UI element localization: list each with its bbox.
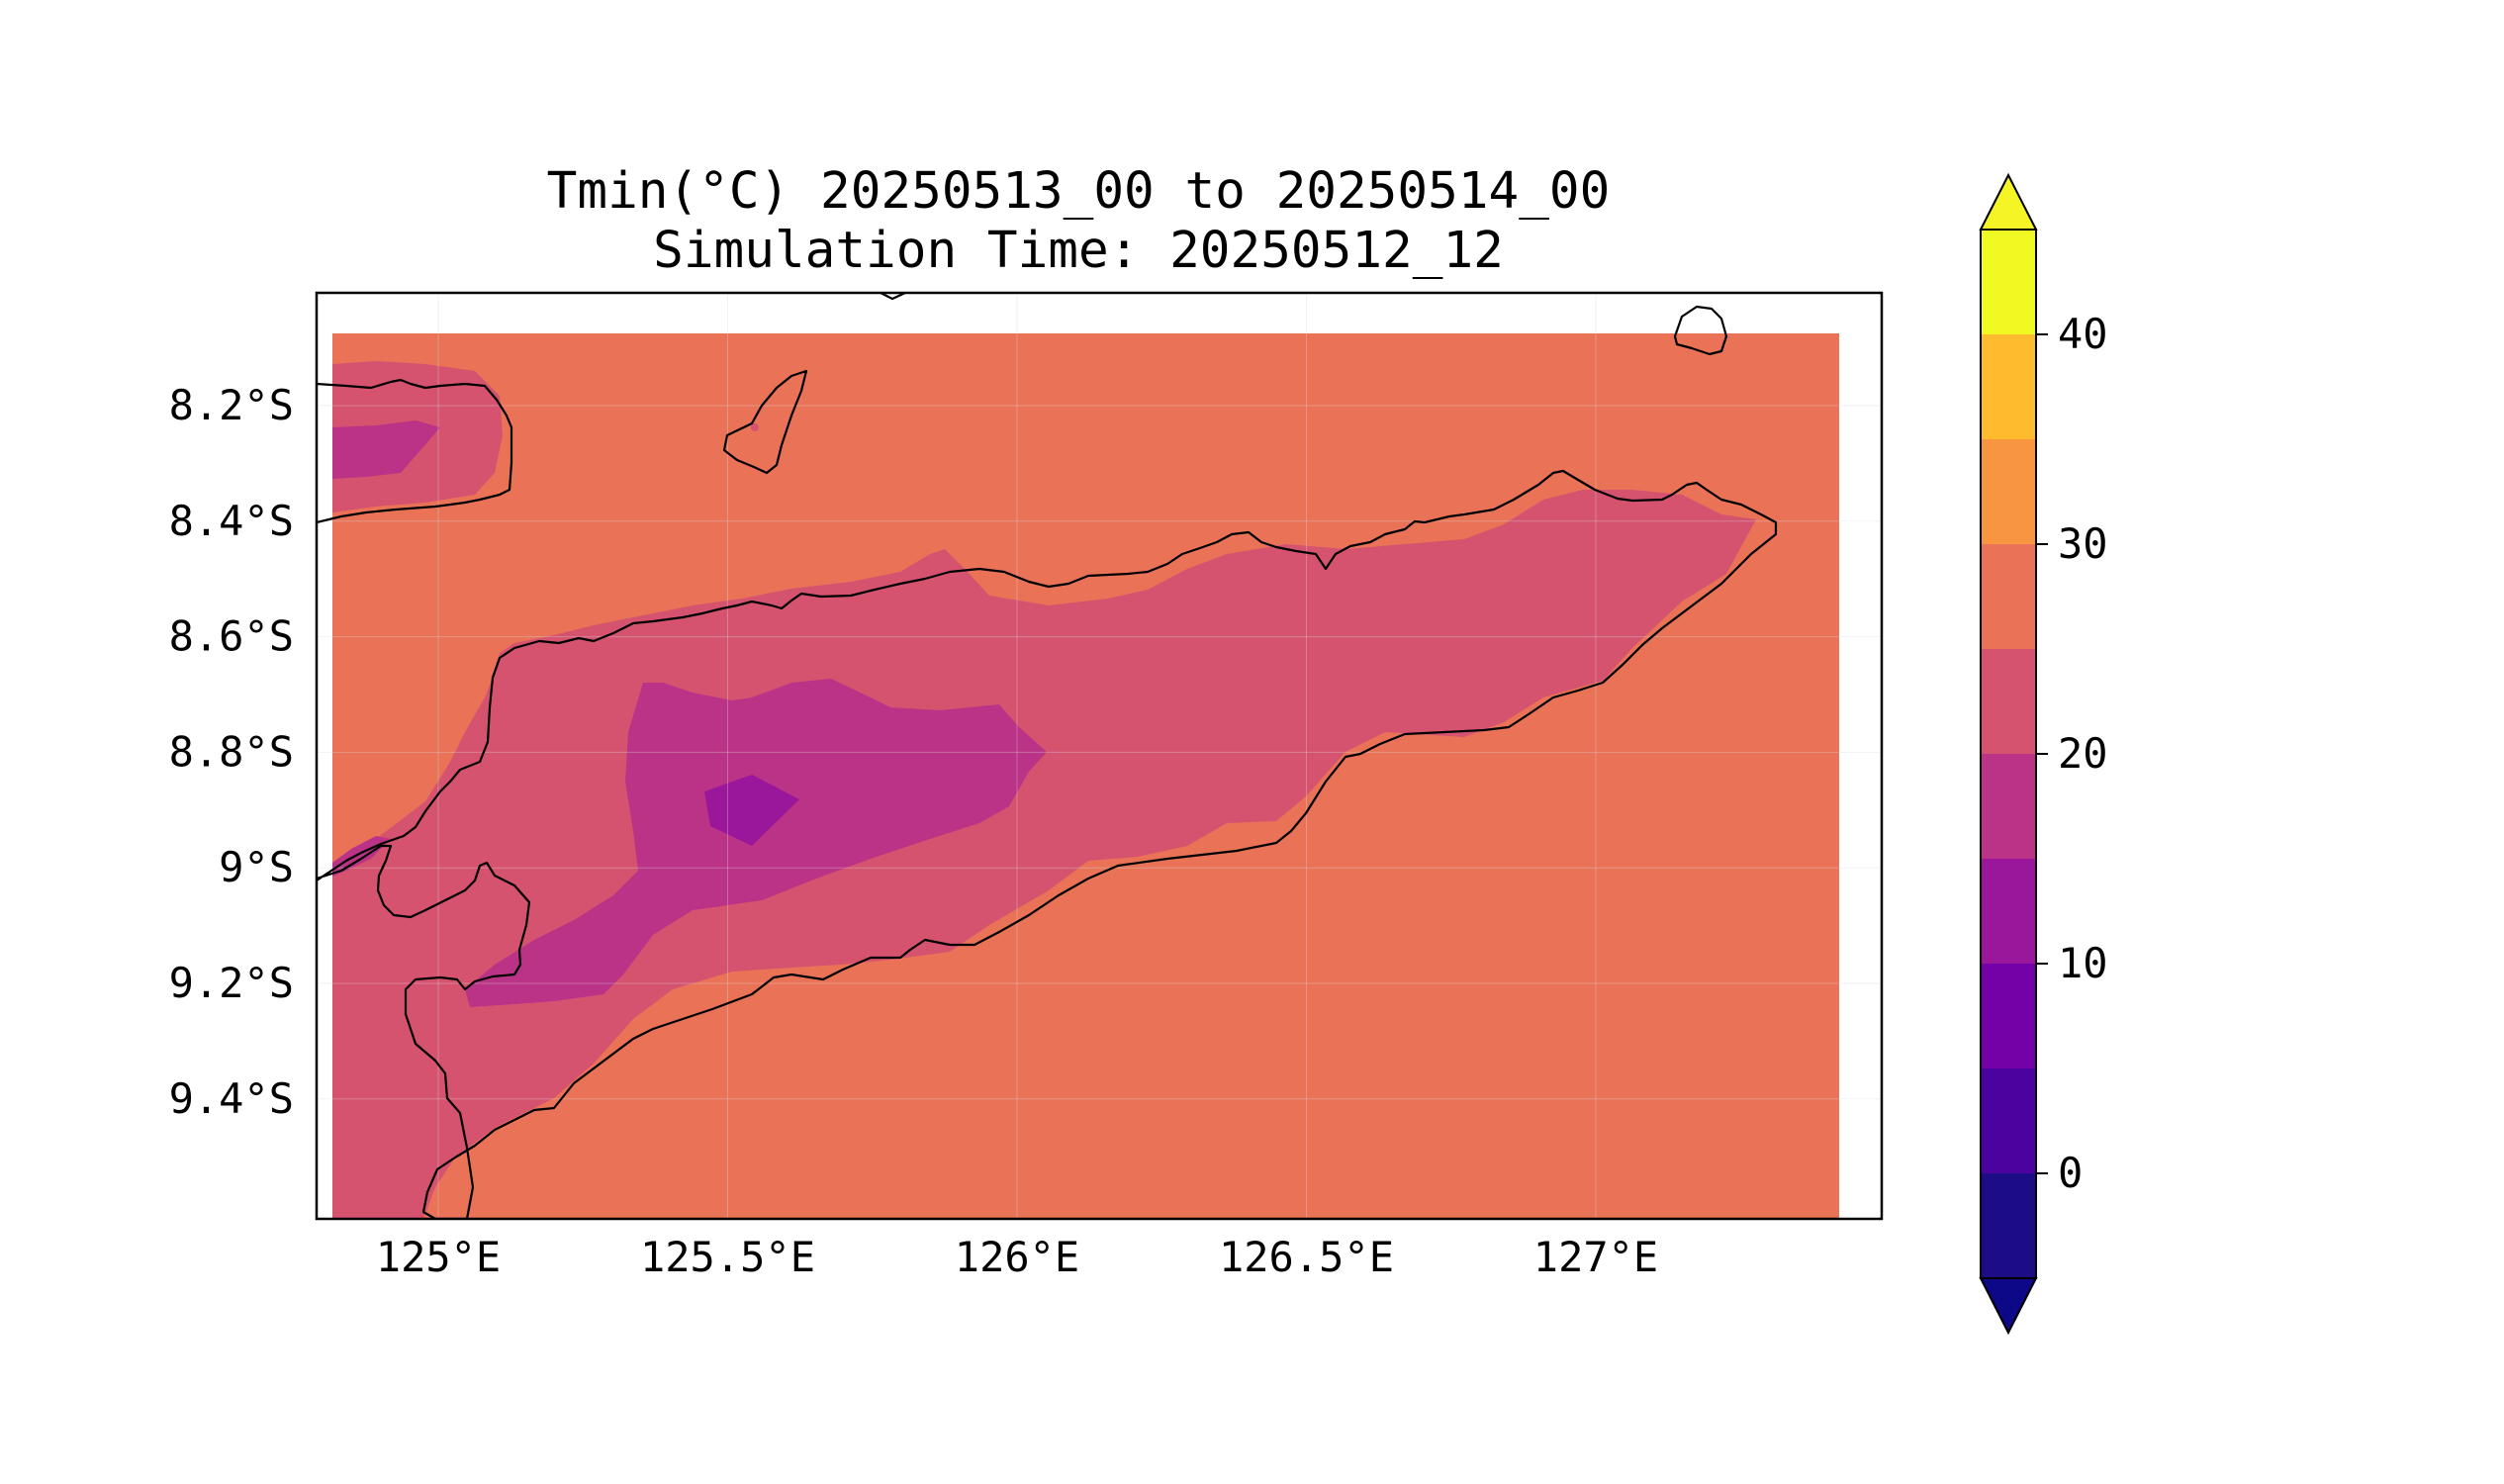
colorbar: 0 10 20 30 40	[1979, 172, 2108, 1336]
colorbar-extend-min	[1979, 1277, 2038, 1336]
colorbar-tick-label: 30	[2058, 519, 2108, 568]
y-tick-label: 9°S	[219, 843, 294, 891]
x-tick-label: 126.5°E	[1219, 1233, 1394, 1281]
x-tick-label: 127°E	[1533, 1233, 1658, 1281]
x-tick-label: 126°E	[955, 1233, 1079, 1281]
coastline-top-fragment	[880, 293, 906, 301]
colorbar-segment	[1981, 1068, 2036, 1173]
colorbar-segment	[1981, 859, 2036, 964]
coastline-timor	[317, 469, 1778, 1219]
y-axis-ticks: 8.2°S 8.4°S 8.6°S 8.8°S 9°S 9.2°S 9.4°S	[169, 381, 294, 1123]
field-band-20-25	[332, 490, 1756, 1219]
colorbar-segment	[1981, 439, 2036, 544]
y-tick-label: 8.4°S	[169, 497, 294, 545]
y-tick-label: 8.8°S	[169, 727, 294, 776]
x-tick-label: 125°E	[376, 1233, 501, 1281]
y-tick-label: 9.2°S	[169, 959, 294, 1007]
colorbar-extend-max	[1979, 172, 2038, 231]
map-plot-area	[317, 293, 1882, 1219]
colorbar-tick-label: 20	[2058, 729, 2108, 778]
coastline-nw	[317, 378, 513, 524]
field-band-15-20	[465, 679, 1047, 1007]
map-title-line2: Simulation Time: 20250512_12	[653, 222, 1504, 280]
colorbar-segment	[1981, 544, 2036, 649]
field-band-15-20-spot	[751, 423, 759, 431]
coastline-atauro	[722, 369, 808, 475]
map-axes-frame	[315, 291, 1884, 1221]
y-tick-label: 9.4°S	[169, 1074, 294, 1123]
colorbar-tick-label: 10	[2058, 939, 2108, 987]
colorbar-segment	[1981, 649, 2036, 754]
y-tick-label: 8.2°S	[169, 381, 294, 429]
coastline-ne-islet	[1673, 305, 1728, 356]
y-tick-label: 8.6°S	[169, 612, 294, 661]
colorbar-segment	[1981, 1173, 2036, 1278]
field-band-10-15	[704, 775, 799, 846]
x-tick-label: 125.5°E	[640, 1233, 815, 1281]
colorbar-segment	[1981, 230, 2036, 334]
colorbar-segment	[1981, 334, 2036, 439]
field-band-15-20-nw	[332, 420, 440, 479]
colorbar-tick-label: 40	[2058, 310, 2108, 358]
map-title-line1: Tmin(°C) 20250513_00 to 20250514_00	[547, 162, 1611, 221]
colorbar-segment	[1981, 964, 2036, 1068]
x-axis-ticks: 125°E 125.5°E 126°E 126.5°E 127°E	[376, 1233, 1658, 1281]
colorbar-segment	[1981, 754, 2036, 859]
coastlines	[317, 293, 1778, 1219]
colorbar-tick-label: 0	[2058, 1149, 2083, 1197]
